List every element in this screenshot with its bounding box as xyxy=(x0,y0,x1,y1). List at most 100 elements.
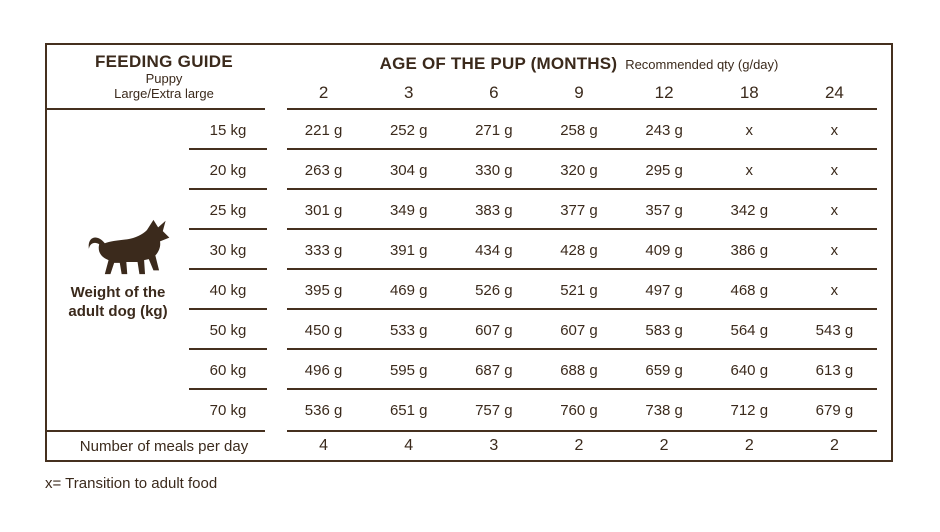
qty-cell: 304 g xyxy=(389,161,428,179)
qty-cell: 333 g xyxy=(304,241,343,259)
qty-cell: 564 g xyxy=(730,321,769,339)
qty-cell: 258 g xyxy=(560,121,598,139)
age-header: AGE OF THE PUP (MONTHS) Recommended qty … xyxy=(281,45,891,108)
qty-cell: 271 g xyxy=(475,121,513,139)
table-row: 70 kg 536 g 651 g 757 g 760 g 738 g 712 … xyxy=(47,390,891,430)
meal-count-cell: 3 xyxy=(489,437,499,454)
qty-cell: x xyxy=(830,161,839,179)
qty-cell: 469 g xyxy=(389,281,428,299)
qty-cell: 659 g xyxy=(645,361,683,379)
qty-cell: x xyxy=(830,241,839,259)
qty-cell: 738 g xyxy=(645,401,683,419)
recommended-qty-label: Recommended qty (g/day) xyxy=(625,57,779,72)
qty-cell: 391 g xyxy=(389,241,428,259)
qty-cell: 651 g xyxy=(389,401,428,419)
table-row: 40 kg 395 g 469 g 526 g 521 g 497 g 468 … xyxy=(47,270,891,310)
meal-count-cell: 2 xyxy=(829,437,839,454)
header-separator xyxy=(47,108,891,110)
qty-cell: 450 g xyxy=(304,321,343,339)
footnote: x= Transition to adult food xyxy=(45,475,218,492)
qty-cell: 533 g xyxy=(389,321,428,339)
qty-cell: 409 g xyxy=(645,241,683,259)
qty-cell: 607 g xyxy=(560,321,598,339)
feeding-guide-title: FEEDING GUIDE xyxy=(94,52,234,71)
table-header: FEEDING GUIDE Puppy Large/Extra large AG… xyxy=(47,45,891,108)
months-header-row: 2 3 6 9 12 18 24 xyxy=(281,83,877,108)
qty-cell: 687 g xyxy=(475,361,513,379)
age-title-row: AGE OF THE PUP (MONTHS) Recommended qty … xyxy=(281,45,877,74)
qty-cell: 526 g xyxy=(475,281,513,299)
qty-cell: 760 g xyxy=(560,401,598,419)
age-of-pup-title: AGE OF THE PUP (MONTHS) xyxy=(379,54,618,73)
qty-cell: 468 g xyxy=(730,281,769,299)
qty-cell: 243 g xyxy=(645,121,683,139)
table-row: 15 kg 221 g 252 g 271 g 258 g 243 g x x xyxy=(47,110,891,150)
feeding-guide-header: FEEDING GUIDE Puppy Large/Extra large xyxy=(47,45,281,108)
table-row: 30 kg 333 g 391 g 434 g 428 g 409 g 386 … xyxy=(47,230,891,270)
qty-cell: 377 g xyxy=(560,201,598,219)
qty-cell: 395 g xyxy=(304,281,343,299)
meals-separator xyxy=(47,430,891,432)
meal-count-cell: 2 xyxy=(574,437,584,454)
table-row: 50 kg 450 g 533 g 607 g 607 g 583 g 564 … xyxy=(47,310,891,350)
feeding-guide-table: FEEDING GUIDE Puppy Large/Extra large AG… xyxy=(45,43,893,462)
qty-cell: 688 g xyxy=(560,361,598,379)
qty-cell: 330 g xyxy=(475,161,513,179)
table-body: Weight of the adult dog (kg) 15 kg 221 g… xyxy=(47,110,891,430)
qty-cell: 679 g xyxy=(815,401,854,419)
qty-cell: 595 g xyxy=(389,361,428,379)
qty-cell: 640 g xyxy=(730,361,769,379)
qty-cell: 295 g xyxy=(645,161,683,179)
qty-cell: 757 g xyxy=(475,401,513,419)
weight-label: 40 kg xyxy=(189,270,281,310)
feeding-guide-subtitle-puppy: Puppy xyxy=(145,71,183,86)
qty-cell: 613 g xyxy=(815,361,854,379)
meal-count-cell: 2 xyxy=(744,437,754,454)
weight-label: 15 kg xyxy=(189,110,281,150)
qty-cell: 301 g xyxy=(304,201,343,219)
qty-cell: 349 g xyxy=(389,201,428,219)
qty-cell: x xyxy=(830,201,839,219)
meal-count-cell: 2 xyxy=(659,437,669,454)
qty-cell: 521 g xyxy=(560,281,598,299)
qty-cell: 386 g xyxy=(730,241,769,259)
weight-label: 60 kg xyxy=(189,350,281,390)
qty-cell: 428 g xyxy=(560,241,598,259)
qty-cell: 252 g xyxy=(389,121,428,139)
qty-cell: x xyxy=(830,121,839,139)
meals-row: Number of meals per day 4 4 3 2 2 2 2 xyxy=(47,432,891,460)
weight-label: 70 kg xyxy=(209,401,247,419)
qty-cell: 583 g xyxy=(645,321,683,339)
month-column-header: 24 xyxy=(824,83,844,102)
qty-cell: x xyxy=(745,161,754,179)
weight-label: 50 kg xyxy=(189,310,281,350)
meal-count-cell: 4 xyxy=(404,437,414,454)
month-column-header: 6 xyxy=(489,83,499,102)
qty-cell: 320 g xyxy=(560,161,598,179)
qty-cell: x xyxy=(745,121,754,139)
qty-cell: 496 g xyxy=(304,361,343,379)
qty-cell: 434 g xyxy=(475,241,513,259)
feeding-guide-subtitle-size: Large/Extra large xyxy=(114,85,214,101)
weight-label: 25 kg xyxy=(189,190,281,230)
month-column-header: 9 xyxy=(574,83,584,102)
qty-cell: 357 g xyxy=(645,201,683,219)
weight-label: 30 kg xyxy=(189,230,281,270)
qty-cell: 712 g xyxy=(730,401,769,419)
table-row: 25 kg 301 g 349 g 383 g 377 g 357 g 342 … xyxy=(47,190,891,230)
month-column-header: 12 xyxy=(654,83,674,102)
month-column-header: 2 xyxy=(318,83,329,102)
qty-cell: 263 g xyxy=(304,161,343,179)
qty-cell: 497 g xyxy=(645,281,683,299)
meal-count-cell: 4 xyxy=(319,437,329,454)
qty-cell: 607 g xyxy=(475,321,513,339)
month-column-header: 18 xyxy=(739,83,759,102)
qty-cell: 543 g xyxy=(815,321,854,339)
qty-cell: 342 g xyxy=(730,201,769,219)
qty-cell: 536 g xyxy=(304,401,343,419)
table-row: 20 kg 263 g 304 g 330 g 320 g 295 g x x xyxy=(47,150,891,190)
month-column-header: 3 xyxy=(403,83,414,102)
qty-cell: 221 g xyxy=(304,121,343,139)
meals-label: Number of meals per day xyxy=(79,437,249,455)
table-row: 60 kg 496 g 595 g 687 g 688 g 659 g 640 … xyxy=(47,350,891,390)
